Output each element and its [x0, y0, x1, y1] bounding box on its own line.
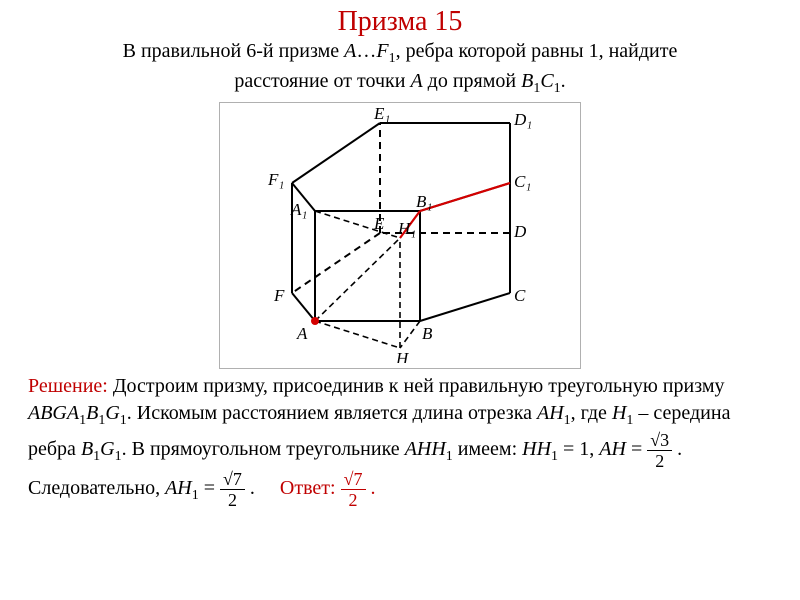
svg-text:D: D: [513, 222, 527, 241]
t: G: [105, 402, 119, 424]
t: = 1,: [558, 438, 599, 460]
svg-text:A₁: A₁: [290, 200, 307, 219]
t: 2: [341, 490, 366, 509]
figure-container: A B C D E F H A₁ B₁ C₁ D₁ E₁ F₁ H₁: [0, 102, 800, 369]
t: имеем:: [453, 438, 522, 460]
t: 1: [192, 488, 199, 503]
t: 1: [551, 449, 558, 464]
t: G: [100, 438, 114, 460]
t: 1: [389, 51, 396, 66]
t: A: [410, 70, 422, 92]
t: Следовательно,: [28, 477, 165, 499]
t: В правильной 6-й призме: [123, 40, 345, 62]
t: до прямой: [423, 70, 521, 92]
t: AH: [599, 438, 626, 460]
title-text: Призма 15: [338, 6, 463, 37]
t: . В прямоугольном треугольнике: [122, 438, 405, 460]
t: 1: [446, 449, 453, 464]
t: 1: [554, 81, 561, 96]
t: √7: [220, 470, 245, 490]
t: =: [626, 438, 647, 460]
t: C: [540, 70, 553, 92]
prism-figure: A B C D E F H A₁ B₁ C₁ D₁ E₁ F₁ H₁: [219, 102, 581, 369]
t: ABGA: [28, 402, 79, 424]
svg-text:E: E: [373, 214, 385, 233]
svg-text:A: A: [296, 324, 308, 343]
svg-text:F: F: [273, 286, 285, 305]
t: 1: [115, 449, 122, 464]
t: H: [612, 402, 626, 424]
t: A: [344, 40, 356, 62]
page-title: Призма 15: [0, 0, 800, 38]
problem-text: В правильной 6-й призме A…F1, ребра кото…: [0, 38, 800, 98]
svg-text:C: C: [514, 286, 526, 305]
svg-text:H: H: [395, 349, 410, 363]
solution-text: Решение: Достроим призму, присоединив к …: [0, 373, 800, 509]
t: .: [366, 477, 376, 499]
t: 2: [647, 451, 672, 470]
t: 2: [220, 490, 245, 509]
t: B: [86, 402, 98, 424]
frac-sqrt7-2: √72: [220, 470, 245, 509]
prism-svg: A B C D E F H A₁ B₁ C₁ D₁ E₁ F₁ H₁: [220, 103, 580, 363]
t: AH: [165, 477, 192, 499]
frac-sqrt3-2: √32: [647, 431, 672, 470]
svg-text:H₁: H₁: [397, 219, 416, 238]
t: 1: [120, 413, 127, 428]
answer-label: Ответ:: [280, 477, 341, 499]
t: 1: [564, 413, 571, 428]
t: AHH: [405, 438, 446, 460]
t: …: [356, 40, 376, 62]
t: √3: [647, 431, 672, 451]
t: √7: [341, 470, 366, 490]
t: Достроим призму, присоединив к ней прави…: [113, 375, 725, 397]
t: B: [521, 70, 533, 92]
t: F: [376, 40, 388, 62]
svg-text:F₁: F₁: [267, 170, 284, 189]
t: , где: [571, 402, 612, 424]
t: HH: [522, 438, 551, 460]
t: . Искомым расстоянием является длина отр…: [127, 402, 537, 424]
t: расстояние от точки: [234, 70, 410, 92]
svg-text:B₁: B₁: [416, 192, 432, 211]
t: AH: [537, 402, 564, 424]
t: .: [561, 70, 566, 92]
svg-text:E₁: E₁: [373, 104, 390, 123]
solution-label: Решение:: [28, 375, 113, 397]
svg-text:B: B: [422, 324, 433, 343]
t: =: [199, 477, 220, 499]
svg-text:C₁: C₁: [514, 172, 531, 191]
answer-frac: √72: [341, 470, 366, 509]
svg-text:D₁: D₁: [513, 110, 532, 129]
t: , ребра которой равны 1, найдите: [396, 40, 678, 62]
t: B: [81, 438, 93, 460]
